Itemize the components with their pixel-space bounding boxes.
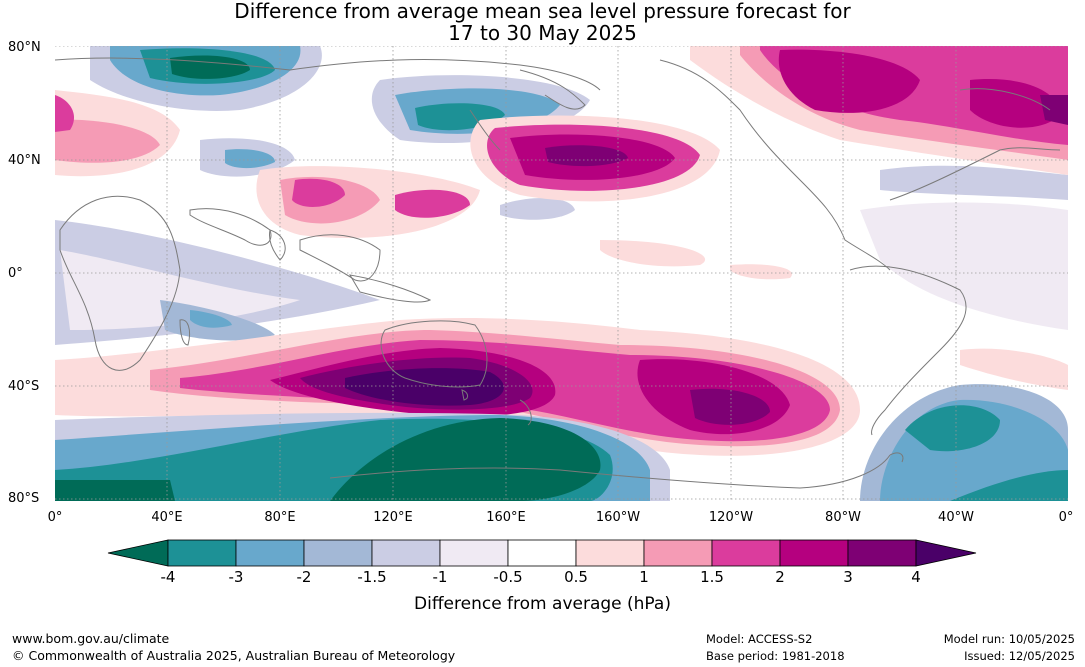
lat-label-80n: 80°N — [8, 40, 41, 55]
lon-label-80e: 80°E — [264, 510, 296, 525]
colorbar-swatch — [847, 539, 917, 567]
colorbar-arrow-high — [915, 539, 977, 567]
lat-label-80s: 80°S — [8, 491, 40, 506]
colorbar-swatch — [303, 539, 373, 567]
colorbar-tick: 2 — [775, 568, 785, 586]
colorbar-arrow-low — [107, 539, 169, 567]
lat-label-40n: 40°N — [8, 153, 41, 168]
colorbar-tick: 0.5 — [564, 568, 588, 586]
colorbar-swatch — [167, 539, 237, 567]
footer-model: Model: ACCESS-S2 — [706, 632, 813, 646]
lon-label-120e: 120°E — [373, 510, 413, 525]
lon-label-120w: 120°W — [708, 510, 754, 525]
lon-label-40e: 40°E — [151, 510, 183, 525]
lon-label-160w: 160°W — [595, 510, 641, 525]
colorbar-label: Difference from average (hPa) — [414, 594, 671, 614]
footer-url[interactable]: www.bom.gov.au/climate — [12, 631, 170, 646]
footer-model-run: Model run: 10/05/2025 — [943, 632, 1075, 646]
positive-anomaly-north-america — [778, 49, 920, 113]
lon-label-0-east: 0° — [1058, 510, 1074, 525]
colorbar-tick: -0.5 — [493, 568, 523, 586]
colorbar-swatch — [575, 539, 645, 567]
colorbar-swatch — [643, 539, 713, 567]
colorbar-tick: -3 — [228, 568, 244, 586]
colorbar-tick: -2 — [296, 568, 312, 586]
footer-copyright: © Commonwealth of Australia 2025, Austra… — [12, 648, 456, 663]
colorbar-tick: -1.5 — [357, 568, 387, 586]
lon-label-40w: 40°W — [938, 510, 974, 525]
negative-anomaly-southern-ocean — [330, 418, 601, 501]
colorbar-swatch — [235, 539, 305, 567]
colorbar-swatch — [371, 539, 441, 567]
lat-label-0: 0° — [8, 266, 23, 281]
footer-issued: Issued: 12/05/2025 — [964, 649, 1075, 663]
colorbar-tick: 4 — [911, 568, 921, 586]
positive-anomaly-australia — [345, 368, 504, 406]
colorbar-tick: -1 — [432, 568, 448, 586]
colorbar-tick: 1 — [639, 568, 649, 586]
lon-label-80w: 80°W — [825, 510, 861, 525]
colorbar-swatch — [711, 539, 781, 567]
colorbar-swatch — [779, 539, 849, 567]
anomaly-field — [55, 46, 1068, 501]
colorbar-swatch — [439, 539, 509, 567]
graticule — [55, 46, 1068, 501]
footer-base-period: Base period: 1981-2018 — [706, 649, 845, 663]
lon-label-160e: 160°E — [486, 510, 526, 525]
colorbar-tick: 1.5 — [700, 568, 724, 586]
coastlines — [55, 57, 1061, 489]
lon-label-0-west: 0° — [47, 510, 63, 525]
colorbar-tick: 3 — [843, 568, 853, 586]
lat-label-40s: 40°S — [8, 379, 40, 394]
colorbar-swatch — [507, 539, 577, 567]
colorbar-tick: -4 — [160, 568, 176, 586]
map-title-line1: Difference from average mean sea level p… — [234, 0, 851, 23]
map-title-line2: 17 to 30 May 2025 — [448, 21, 637, 45]
